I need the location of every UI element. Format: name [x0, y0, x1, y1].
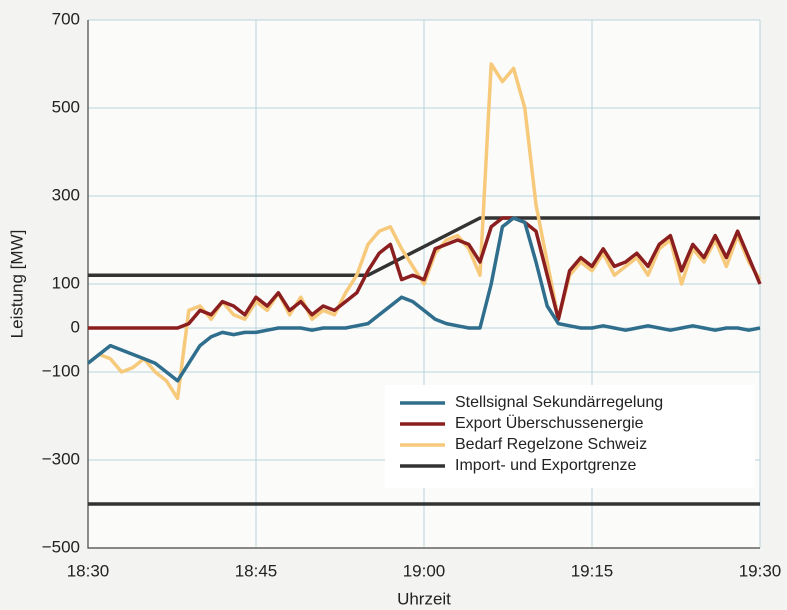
x-tick-label: 18:30	[67, 561, 110, 580]
legend: Stellsignal Sekundärregelung Export Übers…	[385, 385, 755, 488]
x-axis-label: Uhrzeit	[397, 589, 451, 608]
y-tick-label: −300	[42, 449, 80, 468]
axis-frame	[87, 20, 760, 549]
x-tick-label: 19:15	[571, 561, 614, 580]
x-tick-label: 19:30	[739, 561, 782, 580]
y-tick-label: −100	[42, 361, 80, 380]
y-axis-label: Leistung [MW]	[7, 230, 26, 339]
series-line	[88, 216, 762, 330]
legend-box	[385, 385, 755, 488]
legend-label: Export Überschussenergie	[455, 414, 644, 432]
series-line	[88, 216, 760, 506]
legend-label: Bedarf Regelzone Schweiz	[455, 436, 647, 453]
y-tick-label: 300	[52, 185, 80, 204]
y-tick-label: 0	[71, 317, 80, 336]
legend-label: Import- und Exportgrenze	[455, 457, 637, 474]
x-tick-label: 18:45	[235, 561, 278, 580]
y-tick-label: 100	[52, 273, 80, 292]
y-tick-label: −500	[42, 537, 80, 556]
series-line	[86, 216, 761, 383]
series-line	[86, 62, 762, 401]
y-tick-label: 700	[52, 9, 80, 28]
y-tick-label: 500	[52, 97, 80, 116]
legend-label: Stellsignal Sekundärregelung	[455, 394, 663, 411]
x-tick-label: 19:00	[403, 561, 446, 580]
